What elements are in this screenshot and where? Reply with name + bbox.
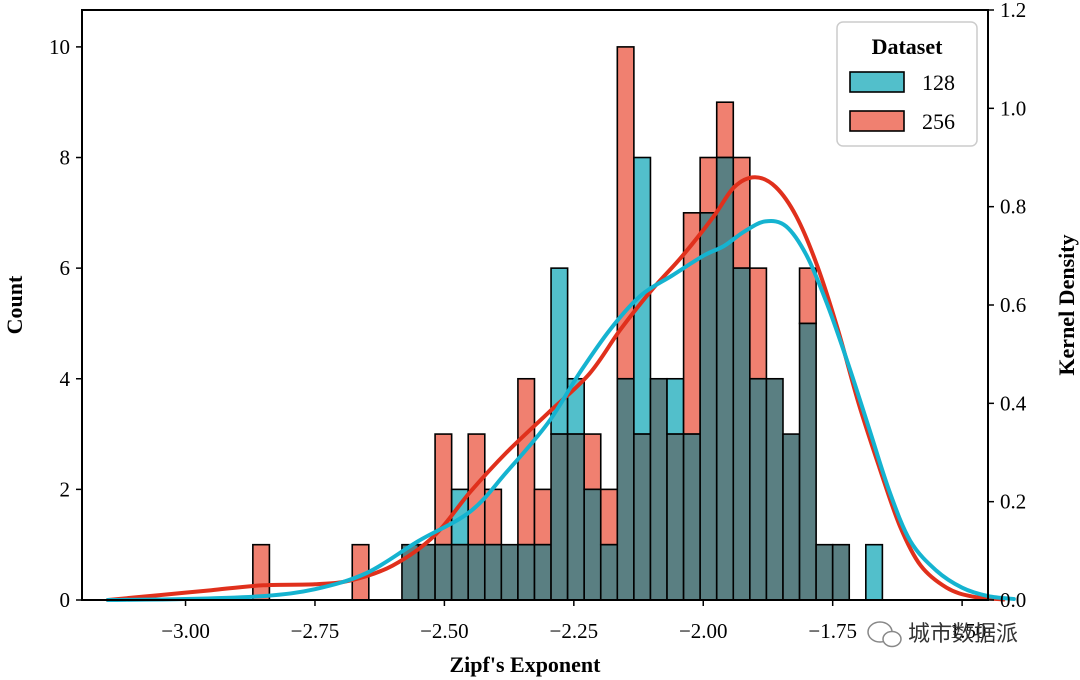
- bar-overlap: [633, 433, 652, 601]
- bar-256: [517, 377, 536, 546]
- bar-overlap: [434, 543, 453, 601]
- y2-tick-label: 1.0: [1000, 96, 1026, 120]
- legend-label-256: 256: [922, 109, 955, 134]
- bars-layer: [252, 46, 884, 601]
- legend-label-128: 128: [922, 70, 955, 95]
- bar-256: [749, 267, 768, 380]
- bar-overlap: [732, 267, 751, 601]
- y-tick-label: 8: [60, 146, 71, 170]
- bar-256: [715, 101, 735, 159]
- wechat-icon: [867, 621, 902, 648]
- bar-overlap: [533, 543, 552, 601]
- y2-tick-label: 0.0: [1000, 588, 1026, 612]
- bar-overlap: [599, 543, 619, 601]
- bar-256: [699, 156, 718, 214]
- bar-overlap: [798, 322, 817, 601]
- x-tick-label: −1.75: [808, 619, 857, 643]
- x-tick-label: −1.50: [938, 619, 987, 643]
- bar-overlap: [583, 488, 602, 601]
- bar-overlap: [666, 433, 685, 601]
- bar-overlap: [417, 543, 436, 601]
- watermark-text: 城市数据派: [908, 622, 1018, 647]
- legend-swatch-256: [849, 110, 905, 132]
- y2-tick-label: 0.4: [1000, 391, 1027, 415]
- y2-tick-label: 0.8: [1000, 195, 1026, 219]
- wechat-bubble-small: [882, 630, 902, 648]
- bar-256: [583, 433, 602, 491]
- y2-axis-title: Kernel Density: [1054, 234, 1079, 375]
- bar-256: [732, 156, 751, 269]
- bar-overlap: [749, 377, 768, 601]
- bar-overlap: [682, 433, 701, 601]
- bar-overlap: [450, 543, 470, 601]
- bar-overlap: [649, 377, 668, 601]
- bar-overlap: [483, 543, 503, 601]
- bar-256: [599, 488, 619, 546]
- bar-overlap: [782, 433, 801, 601]
- bar-overlap: [566, 433, 585, 601]
- y2-tick-label: 1.2: [1000, 0, 1026, 22]
- x-tick-label: −2.00: [679, 619, 728, 643]
- bar-overlap: [550, 433, 569, 601]
- y-tick-label: 2: [60, 477, 71, 501]
- y2-tick-label: 0.2: [1000, 490, 1026, 514]
- bar-128: [865, 543, 884, 601]
- bar-overlap: [815, 543, 834, 601]
- y-axis-title: Count: [2, 275, 27, 334]
- bar-overlap: [467, 543, 486, 601]
- legend: Dataset 128 256: [836, 21, 978, 147]
- bar-128: [666, 377, 685, 435]
- x-tick-label: −3.00: [161, 619, 210, 643]
- y-tick-label: 0: [60, 588, 71, 612]
- bar-overlap: [500, 543, 519, 601]
- bar-256: [798, 267, 817, 325]
- y2-tick-label: 0.6: [1000, 293, 1026, 317]
- y-tick-label: 6: [60, 256, 71, 280]
- kde-line-128: [105, 219, 1016, 602]
- bar-256: [533, 488, 552, 546]
- bar-overlap: [715, 156, 735, 601]
- y-tick-label: 4: [60, 367, 71, 391]
- bar-overlap: [699, 212, 718, 601]
- y-tick-label: 10: [49, 35, 70, 59]
- x-tick-label: −2.75: [291, 619, 340, 643]
- watermark: 城市数据派: [867, 621, 1018, 648]
- x-tick-label: −2.50: [420, 619, 469, 643]
- bar-overlap: [616, 377, 635, 601]
- bar-overlap: [517, 543, 536, 601]
- bar-overlap: [831, 543, 851, 601]
- legend-title: Dataset: [872, 34, 944, 59]
- bar-overlap: [765, 377, 784, 601]
- bar-256: [252, 543, 271, 601]
- kde-layer: [105, 175, 1016, 602]
- legend-swatch-128: [849, 71, 905, 93]
- x-axis-title: Zipf's Exponent: [450, 652, 602, 677]
- x-tick-label: −2.25: [550, 619, 599, 643]
